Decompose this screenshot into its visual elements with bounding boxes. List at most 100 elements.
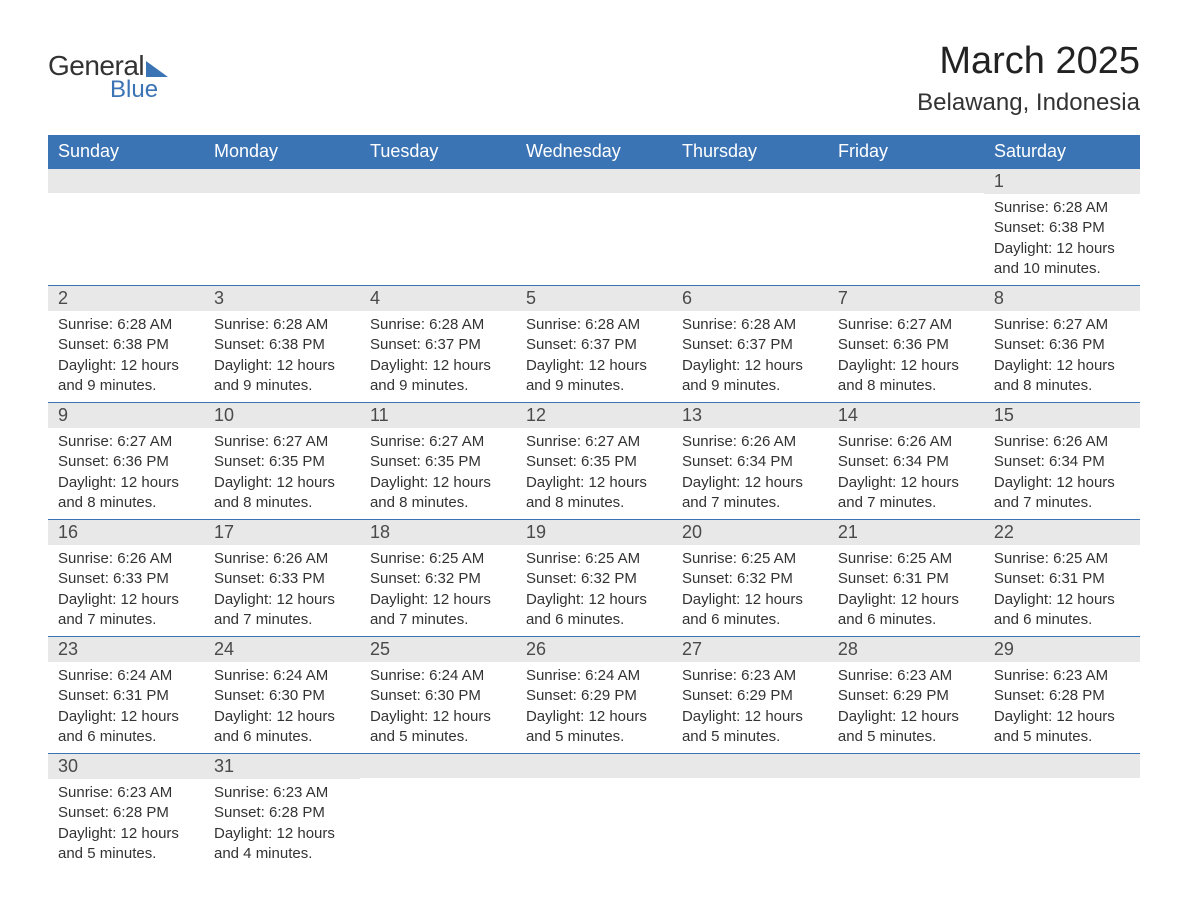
week-row: 1Sunrise: 6:28 AMSunset: 6:38 PMDaylight… (48, 169, 1140, 286)
daylight-line: Daylight: 12 hours and 7 minutes. (838, 473, 974, 514)
daylight-line: Daylight: 12 hours and 5 minutes. (838, 707, 974, 748)
sunrise-line: Sunrise: 6:25 AM (682, 549, 818, 569)
week-row: 2Sunrise: 6:28 AMSunset: 6:38 PMDaylight… (48, 286, 1140, 403)
sunrise-line: Sunrise: 6:28 AM (526, 315, 662, 335)
day-details (516, 193, 672, 273)
sunset-line: Sunset: 6:29 PM (682, 686, 818, 706)
day-details: Sunrise: 6:26 AMSunset: 6:33 PMDaylight:… (48, 545, 204, 636)
day-details: Sunrise: 6:26 AMSunset: 6:34 PMDaylight:… (828, 428, 984, 519)
day-details: Sunrise: 6:27 AMSunset: 6:36 PMDaylight:… (48, 428, 204, 519)
day-details (48, 193, 204, 273)
day-details (984, 778, 1140, 858)
day-number: 2 (48, 286, 204, 311)
day-details: Sunrise: 6:25 AMSunset: 6:31 PMDaylight:… (828, 545, 984, 636)
day-number: 8 (984, 286, 1140, 311)
sunrise-line: Sunrise: 6:26 AM (994, 432, 1130, 452)
sunrise-line: Sunrise: 6:23 AM (994, 666, 1130, 686)
day-details (828, 193, 984, 273)
day-cell: 10Sunrise: 6:27 AMSunset: 6:35 PMDayligh… (204, 403, 360, 519)
sunrise-line: Sunrise: 6:28 AM (58, 315, 194, 335)
day-details: Sunrise: 6:24 AMSunset: 6:29 PMDaylight:… (516, 662, 672, 753)
day-cell: 30Sunrise: 6:23 AMSunset: 6:28 PMDayligh… (48, 754, 204, 870)
location-title: Belawang, Indonesia (917, 89, 1140, 117)
day-cell: 1Sunrise: 6:28 AMSunset: 6:38 PMDaylight… (984, 169, 1140, 285)
day-details: Sunrise: 6:27 AMSunset: 6:36 PMDaylight:… (984, 311, 1140, 402)
day-cell: 3Sunrise: 6:28 AMSunset: 6:38 PMDaylight… (204, 286, 360, 402)
day-details (360, 193, 516, 273)
day-number: 27 (672, 637, 828, 662)
day-details: Sunrise: 6:24 AMSunset: 6:30 PMDaylight:… (360, 662, 516, 753)
logo-text-blue: Blue (110, 76, 158, 104)
day-cell: 19Sunrise: 6:25 AMSunset: 6:32 PMDayligh… (516, 520, 672, 636)
daylight-line: Daylight: 12 hours and 9 minutes. (370, 356, 506, 397)
day-number (360, 754, 516, 778)
day-cell: 16Sunrise: 6:26 AMSunset: 6:33 PMDayligh… (48, 520, 204, 636)
day-details: Sunrise: 6:27 AMSunset: 6:35 PMDaylight:… (516, 428, 672, 519)
day-number: 12 (516, 403, 672, 428)
sunset-line: Sunset: 6:29 PM (838, 686, 974, 706)
sunrise-line: Sunrise: 6:23 AM (214, 783, 350, 803)
day-details (672, 778, 828, 858)
sunrise-line: Sunrise: 6:27 AM (994, 315, 1130, 335)
day-number (672, 169, 828, 193)
day-cell (516, 169, 672, 285)
day-details: Sunrise: 6:28 AMSunset: 6:37 PMDaylight:… (360, 311, 516, 402)
day-number: 19 (516, 520, 672, 545)
day-number (516, 754, 672, 778)
day-number: 25 (360, 637, 516, 662)
day-details (360, 778, 516, 858)
day-details: Sunrise: 6:23 AMSunset: 6:29 PMDaylight:… (828, 662, 984, 753)
sunrise-line: Sunrise: 6:25 AM (838, 549, 974, 569)
day-cell (672, 169, 828, 285)
day-number: 5 (516, 286, 672, 311)
day-number: 20 (672, 520, 828, 545)
sunset-line: Sunset: 6:36 PM (994, 335, 1130, 355)
day-cell: 7Sunrise: 6:27 AMSunset: 6:36 PMDaylight… (828, 286, 984, 402)
day-number: 9 (48, 403, 204, 428)
day-cell (984, 754, 1140, 870)
day-cell: 31Sunrise: 6:23 AMSunset: 6:28 PMDayligh… (204, 754, 360, 870)
sunset-line: Sunset: 6:31 PM (838, 569, 974, 589)
day-number (48, 169, 204, 193)
daylight-line: Daylight: 12 hours and 5 minutes. (994, 707, 1130, 748)
title-block: March 2025 Belawang, Indonesia (917, 40, 1140, 117)
day-cell: 23Sunrise: 6:24 AMSunset: 6:31 PMDayligh… (48, 637, 204, 753)
day-number: 21 (828, 520, 984, 545)
daylight-line: Daylight: 12 hours and 6 minutes. (526, 590, 662, 631)
day-number: 17 (204, 520, 360, 545)
sunrise-line: Sunrise: 6:26 AM (214, 549, 350, 569)
weekday-header: Wednesday (516, 135, 672, 169)
day-details: Sunrise: 6:28 AMSunset: 6:38 PMDaylight:… (48, 311, 204, 402)
daylight-line: Daylight: 12 hours and 5 minutes. (526, 707, 662, 748)
sunrise-line: Sunrise: 6:26 AM (58, 549, 194, 569)
daylight-line: Daylight: 12 hours and 7 minutes. (994, 473, 1130, 514)
daylight-line: Daylight: 12 hours and 8 minutes. (58, 473, 194, 514)
page-header: General Blue March 2025 Belawang, Indone… (48, 40, 1140, 117)
daylight-line: Daylight: 12 hours and 8 minutes. (526, 473, 662, 514)
sunset-line: Sunset: 6:35 PM (370, 452, 506, 472)
day-cell: 18Sunrise: 6:25 AMSunset: 6:32 PMDayligh… (360, 520, 516, 636)
day-details (672, 193, 828, 273)
logo: General Blue (48, 50, 168, 104)
daylight-line: Daylight: 12 hours and 5 minutes. (682, 707, 818, 748)
day-number (828, 754, 984, 778)
day-cell (360, 169, 516, 285)
sunrise-line: Sunrise: 6:24 AM (58, 666, 194, 686)
day-number (828, 169, 984, 193)
day-number: 7 (828, 286, 984, 311)
sunset-line: Sunset: 6:35 PM (526, 452, 662, 472)
sunset-line: Sunset: 6:38 PM (994, 218, 1130, 238)
daylight-line: Daylight: 12 hours and 7 minutes. (214, 590, 350, 631)
day-cell: 27Sunrise: 6:23 AMSunset: 6:29 PMDayligh… (672, 637, 828, 753)
day-details: Sunrise: 6:28 AMSunset: 6:38 PMDaylight:… (204, 311, 360, 402)
sunset-line: Sunset: 6:34 PM (994, 452, 1130, 472)
day-number: 4 (360, 286, 516, 311)
day-details: Sunrise: 6:26 AMSunset: 6:34 PMDaylight:… (984, 428, 1140, 519)
sunrise-line: Sunrise: 6:23 AM (58, 783, 194, 803)
weekday-header: Friday (828, 135, 984, 169)
daylight-line: Daylight: 12 hours and 6 minutes. (838, 590, 974, 631)
day-details: Sunrise: 6:25 AMSunset: 6:32 PMDaylight:… (360, 545, 516, 636)
day-number: 23 (48, 637, 204, 662)
sunset-line: Sunset: 6:32 PM (526, 569, 662, 589)
daylight-line: Daylight: 12 hours and 7 minutes. (58, 590, 194, 631)
